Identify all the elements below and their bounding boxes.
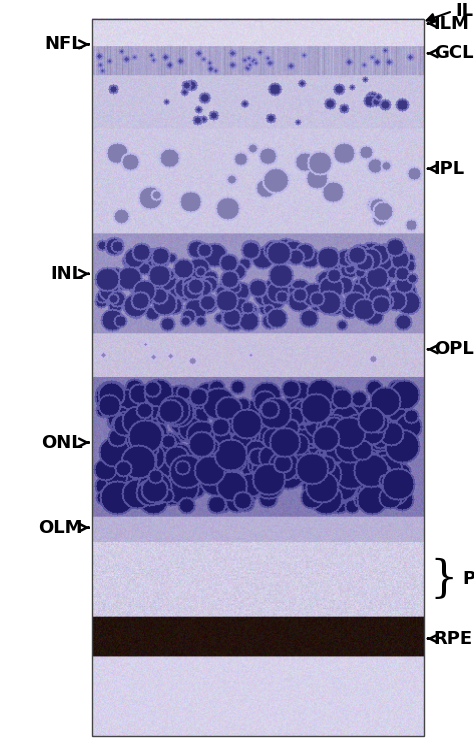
Text: ONL: ONL	[41, 434, 89, 451]
Text: IPL: IPL	[428, 160, 465, 178]
Text: OPL: OPL	[428, 340, 474, 358]
Text: OLM: OLM	[38, 519, 89, 536]
Text: RPE: RPE	[428, 630, 473, 648]
Bar	[92, 18, 424, 736]
Text: NFL: NFL	[45, 36, 89, 53]
Text: PL: PL	[462, 570, 474, 588]
Text: INL: INL	[50, 265, 89, 283]
Text: GCL: GCL	[428, 44, 473, 62]
Text: ILM: ILM	[455, 2, 474, 20]
Text: ILM: ILM	[428, 15, 470, 33]
Text: }: }	[429, 557, 457, 601]
